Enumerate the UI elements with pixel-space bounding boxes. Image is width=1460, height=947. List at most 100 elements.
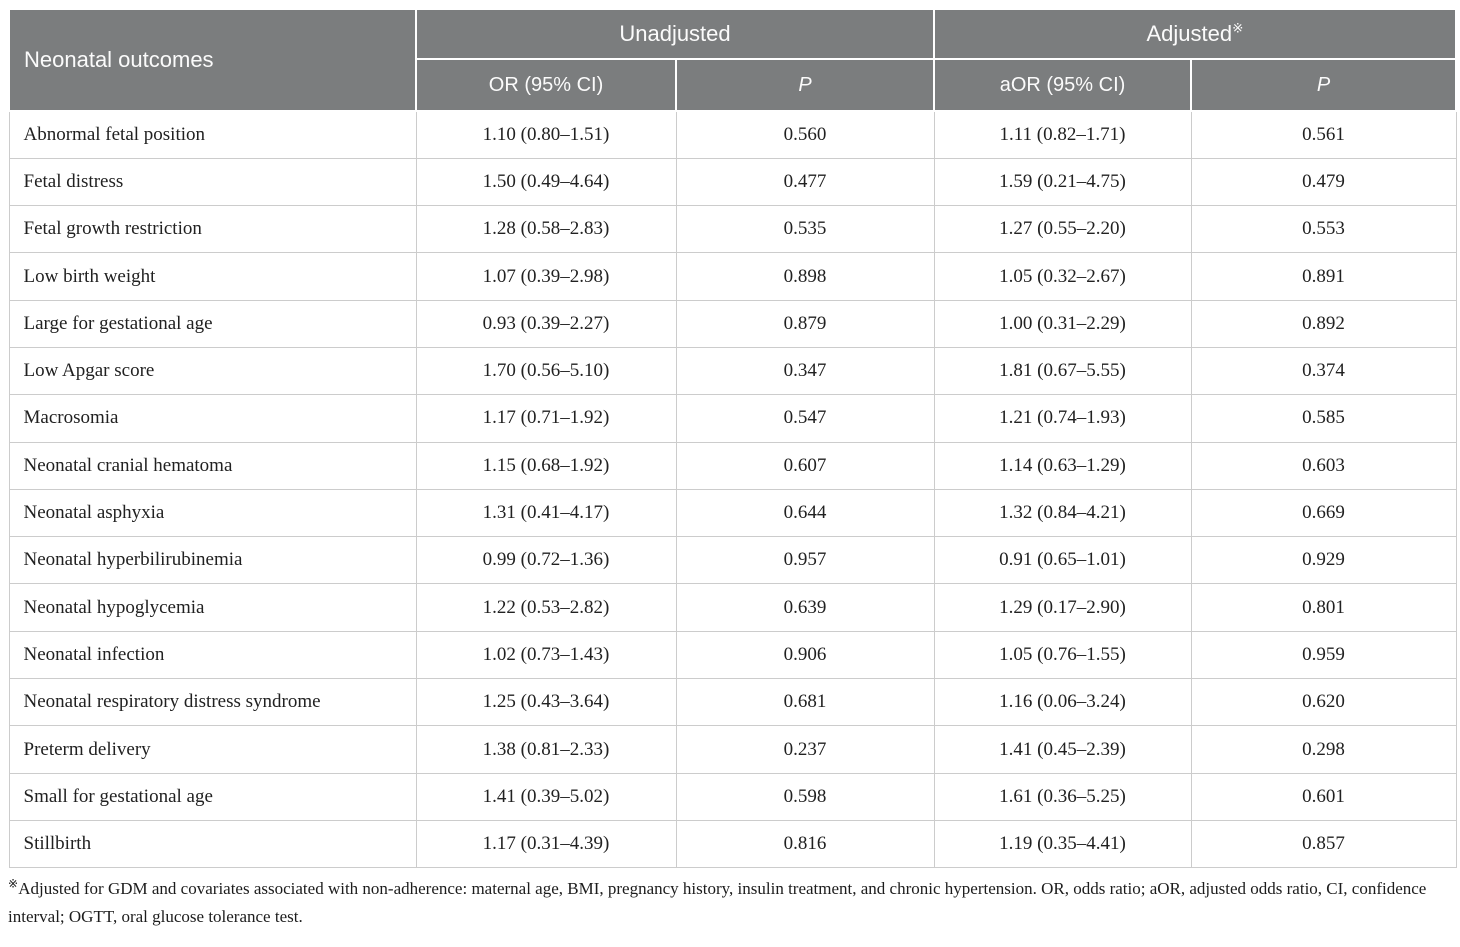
adjusted-group-header: Adjusted※ bbox=[932, 8, 1458, 60]
footnote-text: Adjusted for GDM and covariates associat… bbox=[8, 879, 1427, 926]
table-body: Abnormal fetal position 1.10 (0.80–1.51) 0… bbox=[8, 110, 1457, 869]
aor-cell: 1.41 (0.45–2.39) bbox=[933, 725, 1192, 774]
aor-cell: 1.21 (0.74–1.93) bbox=[933, 394, 1192, 443]
aor-cell: 1.61 (0.36–5.25) bbox=[933, 772, 1192, 821]
p-cell: 0.607 bbox=[675, 441, 935, 490]
p-cell: 0.816 bbox=[675, 819, 935, 869]
outcome-cell: Abnormal fetal position bbox=[8, 110, 417, 159]
adjusted-p-cell: 0.601 bbox=[1190, 772, 1457, 821]
adjusted-p-cell: 0.857 bbox=[1190, 819, 1457, 869]
footnote-reference-mark: ※ bbox=[8, 876, 19, 891]
unadjusted-label: Unadjusted bbox=[619, 21, 731, 46]
table-row: Low birth weight 1.07 (0.39–2.98) 0.898 1.0… bbox=[8, 252, 1457, 301]
p-cell: 0.547 bbox=[675, 394, 935, 443]
p-cell: 0.644 bbox=[675, 488, 935, 538]
table-row: Fetal distress 1.50 (0.49–4.64) 0.477 1.59 … bbox=[8, 157, 1457, 207]
aor-cell: 1.11 (0.82–1.71) bbox=[933, 110, 1192, 159]
adjusted-p-cell: 0.374 bbox=[1190, 346, 1457, 396]
or-cell: 1.31 (0.41–4.17) bbox=[415, 488, 677, 538]
outcome-cell: Fetal growth restriction bbox=[8, 205, 417, 254]
aor-cell: 1.16 (0.06–3.24) bbox=[933, 678, 1192, 727]
table-row: Small for gestational age 1.41 (0.39–5.02… bbox=[8, 772, 1457, 821]
unadjusted-group-header: Unadjusted bbox=[415, 8, 935, 60]
adjusted-p-cell: 0.892 bbox=[1190, 299, 1457, 348]
p-cell: 0.906 bbox=[675, 630, 935, 680]
table-footnote: ※Adjusted for GDM and covariates associa… bbox=[8, 875, 1455, 930]
outcome-cell: Macrosomia bbox=[8, 394, 417, 443]
adjusted-p-cell: 0.891 bbox=[1190, 252, 1457, 301]
adjusted-p-cell: 0.298 bbox=[1190, 725, 1457, 774]
aor-cell: 1.32 (0.84–4.21) bbox=[933, 488, 1192, 538]
p-cell: 0.879 bbox=[675, 299, 935, 348]
outcome-cell: Neonatal infection bbox=[8, 630, 417, 680]
or-cell: 1.02 (0.73–1.43) bbox=[415, 630, 677, 680]
aor-cell: 1.29 (0.17–2.90) bbox=[933, 583, 1192, 632]
p-cell: 0.957 bbox=[675, 536, 935, 585]
table-row: Neonatal hyperbilirubinemia 0.99 (0.72–1.… bbox=[8, 536, 1457, 585]
p-column-header: P bbox=[675, 58, 935, 112]
table-row: Preterm delivery 1.38 (0.81–2.33) 0.237 1.4… bbox=[8, 725, 1457, 774]
adjusted-p-cell: 0.801 bbox=[1190, 583, 1457, 632]
table-row: Stillbirth 1.17 (0.31–4.39) 0.816 1.19 (0.3… bbox=[8, 819, 1457, 869]
adjusted-p-cell: 0.561 bbox=[1190, 110, 1457, 159]
or-cell: 1.17 (0.71–1.92) bbox=[415, 394, 677, 443]
outcome-cell: Neonatal cranial hematoma bbox=[8, 441, 417, 490]
outcome-cell: Fetal distress bbox=[8, 157, 417, 207]
outcome-cell: Neonatal hyperbilirubinemia bbox=[8, 536, 417, 585]
paper-table-figure: Neonatal outcomes Unadjusted Adjusted※ O… bbox=[8, 8, 1458, 947]
or-cell: 1.25 (0.43–3.64) bbox=[415, 678, 677, 727]
outcome-cell: Neonatal respiratory distress syndrome bbox=[8, 678, 417, 727]
outcome-column-header: Neonatal outcomes bbox=[8, 8, 417, 112]
aor-cell: 1.19 (0.35–4.41) bbox=[933, 819, 1192, 869]
table-header: Neonatal outcomes Unadjusted Adjusted※ O… bbox=[8, 8, 1458, 112]
aor-cell: 1.05 (0.76–1.55) bbox=[933, 630, 1192, 680]
sub-header-row: OR (95% CI) P aOR (95% CI) P bbox=[9, 58, 1458, 112]
or-cell: 1.10 (0.80–1.51) bbox=[415, 110, 677, 159]
outcome-cell: Small for gestational age bbox=[8, 772, 417, 821]
p-cell: 0.237 bbox=[675, 725, 935, 774]
adjusted-p-cell: 0.669 bbox=[1190, 488, 1457, 538]
aor-cell: 1.27 (0.55–2.20) bbox=[933, 205, 1192, 254]
outcome-cell: Neonatal hypoglycemia bbox=[8, 583, 417, 632]
aor-cell: 1.81 (0.67–5.55) bbox=[933, 346, 1192, 396]
or-cell: 0.93 (0.39–2.27) bbox=[415, 299, 677, 348]
table-row: Neonatal cranial hematoma 1.15 (0.68–1.92… bbox=[8, 441, 1457, 490]
aor-cell: 1.14 (0.63–1.29) bbox=[933, 441, 1192, 490]
p-cell: 0.347 bbox=[675, 346, 935, 396]
adjusted-p-cell: 0.620 bbox=[1190, 678, 1457, 727]
p-cell: 0.639 bbox=[675, 583, 935, 632]
table-row: Neonatal asphyxia 1.31 (0.41–4.17) 0.644 1.… bbox=[8, 488, 1457, 538]
or-cell: 0.99 (0.72–1.36) bbox=[415, 536, 677, 585]
p-cell: 0.535 bbox=[675, 205, 935, 254]
aor-cell: 1.00 (0.31–2.29) bbox=[933, 299, 1192, 348]
or-cell: 1.50 (0.49–4.64) bbox=[415, 157, 677, 207]
outcome-cell: Low Apgar score bbox=[8, 346, 417, 396]
or-cell: 1.22 (0.53–2.82) bbox=[415, 583, 677, 632]
p-cell: 0.898 bbox=[675, 252, 935, 301]
adjusted-p-cell: 0.959 bbox=[1190, 630, 1457, 680]
adjusted-p-cell: 0.603 bbox=[1190, 441, 1457, 490]
table-row: Macrosomia 1.17 (0.71–1.92) 0.547 1.21 (0.7… bbox=[8, 394, 1457, 443]
aor-cell: 1.59 (0.21–4.75) bbox=[933, 157, 1192, 207]
or-cell: 1.41 (0.39–5.02) bbox=[415, 772, 677, 821]
or-cell: 1.17 (0.31–4.39) bbox=[415, 819, 677, 869]
adjusted-label: Adjusted bbox=[1146, 21, 1233, 46]
adjusted-p-cell: 0.929 bbox=[1190, 536, 1457, 585]
p-cell: 0.560 bbox=[675, 110, 935, 159]
table-row: Neonatal hypoglycemia 1.22 (0.53–2.82) 0.6… bbox=[8, 583, 1457, 632]
or-cell: 1.15 (0.68–1.92) bbox=[415, 441, 677, 490]
group-header-row: Neonatal outcomes Unadjusted Adjusted※ bbox=[8, 8, 1458, 112]
p-cell: 0.598 bbox=[675, 772, 935, 821]
aor-column-header: aOR (95% CI) bbox=[933, 58, 1192, 112]
outcome-cell: Large for gestational age bbox=[8, 299, 417, 348]
aor-cell: 0.91 (0.65–1.01) bbox=[933, 536, 1192, 585]
or-cell: 1.28 (0.58–2.83) bbox=[415, 205, 677, 254]
or-cell: 1.70 (0.56–5.10) bbox=[415, 346, 677, 396]
p-cell: 0.477 bbox=[675, 157, 935, 207]
outcome-cell: Stillbirth bbox=[8, 819, 417, 869]
table-row: Neonatal respiratory distress syndrome 1.… bbox=[8, 678, 1457, 727]
table-row: Neonatal infection 1.02 (0.73–1.43) 0.906 1… bbox=[8, 630, 1457, 680]
outcome-cell: Neonatal asphyxia bbox=[8, 488, 417, 538]
table-row: Low Apgar score 1.70 (0.56–5.10) 0.347 1.81… bbox=[8, 346, 1457, 396]
table-row: Abnormal fetal position 1.10 (0.80–1.51) 0… bbox=[8, 110, 1457, 159]
